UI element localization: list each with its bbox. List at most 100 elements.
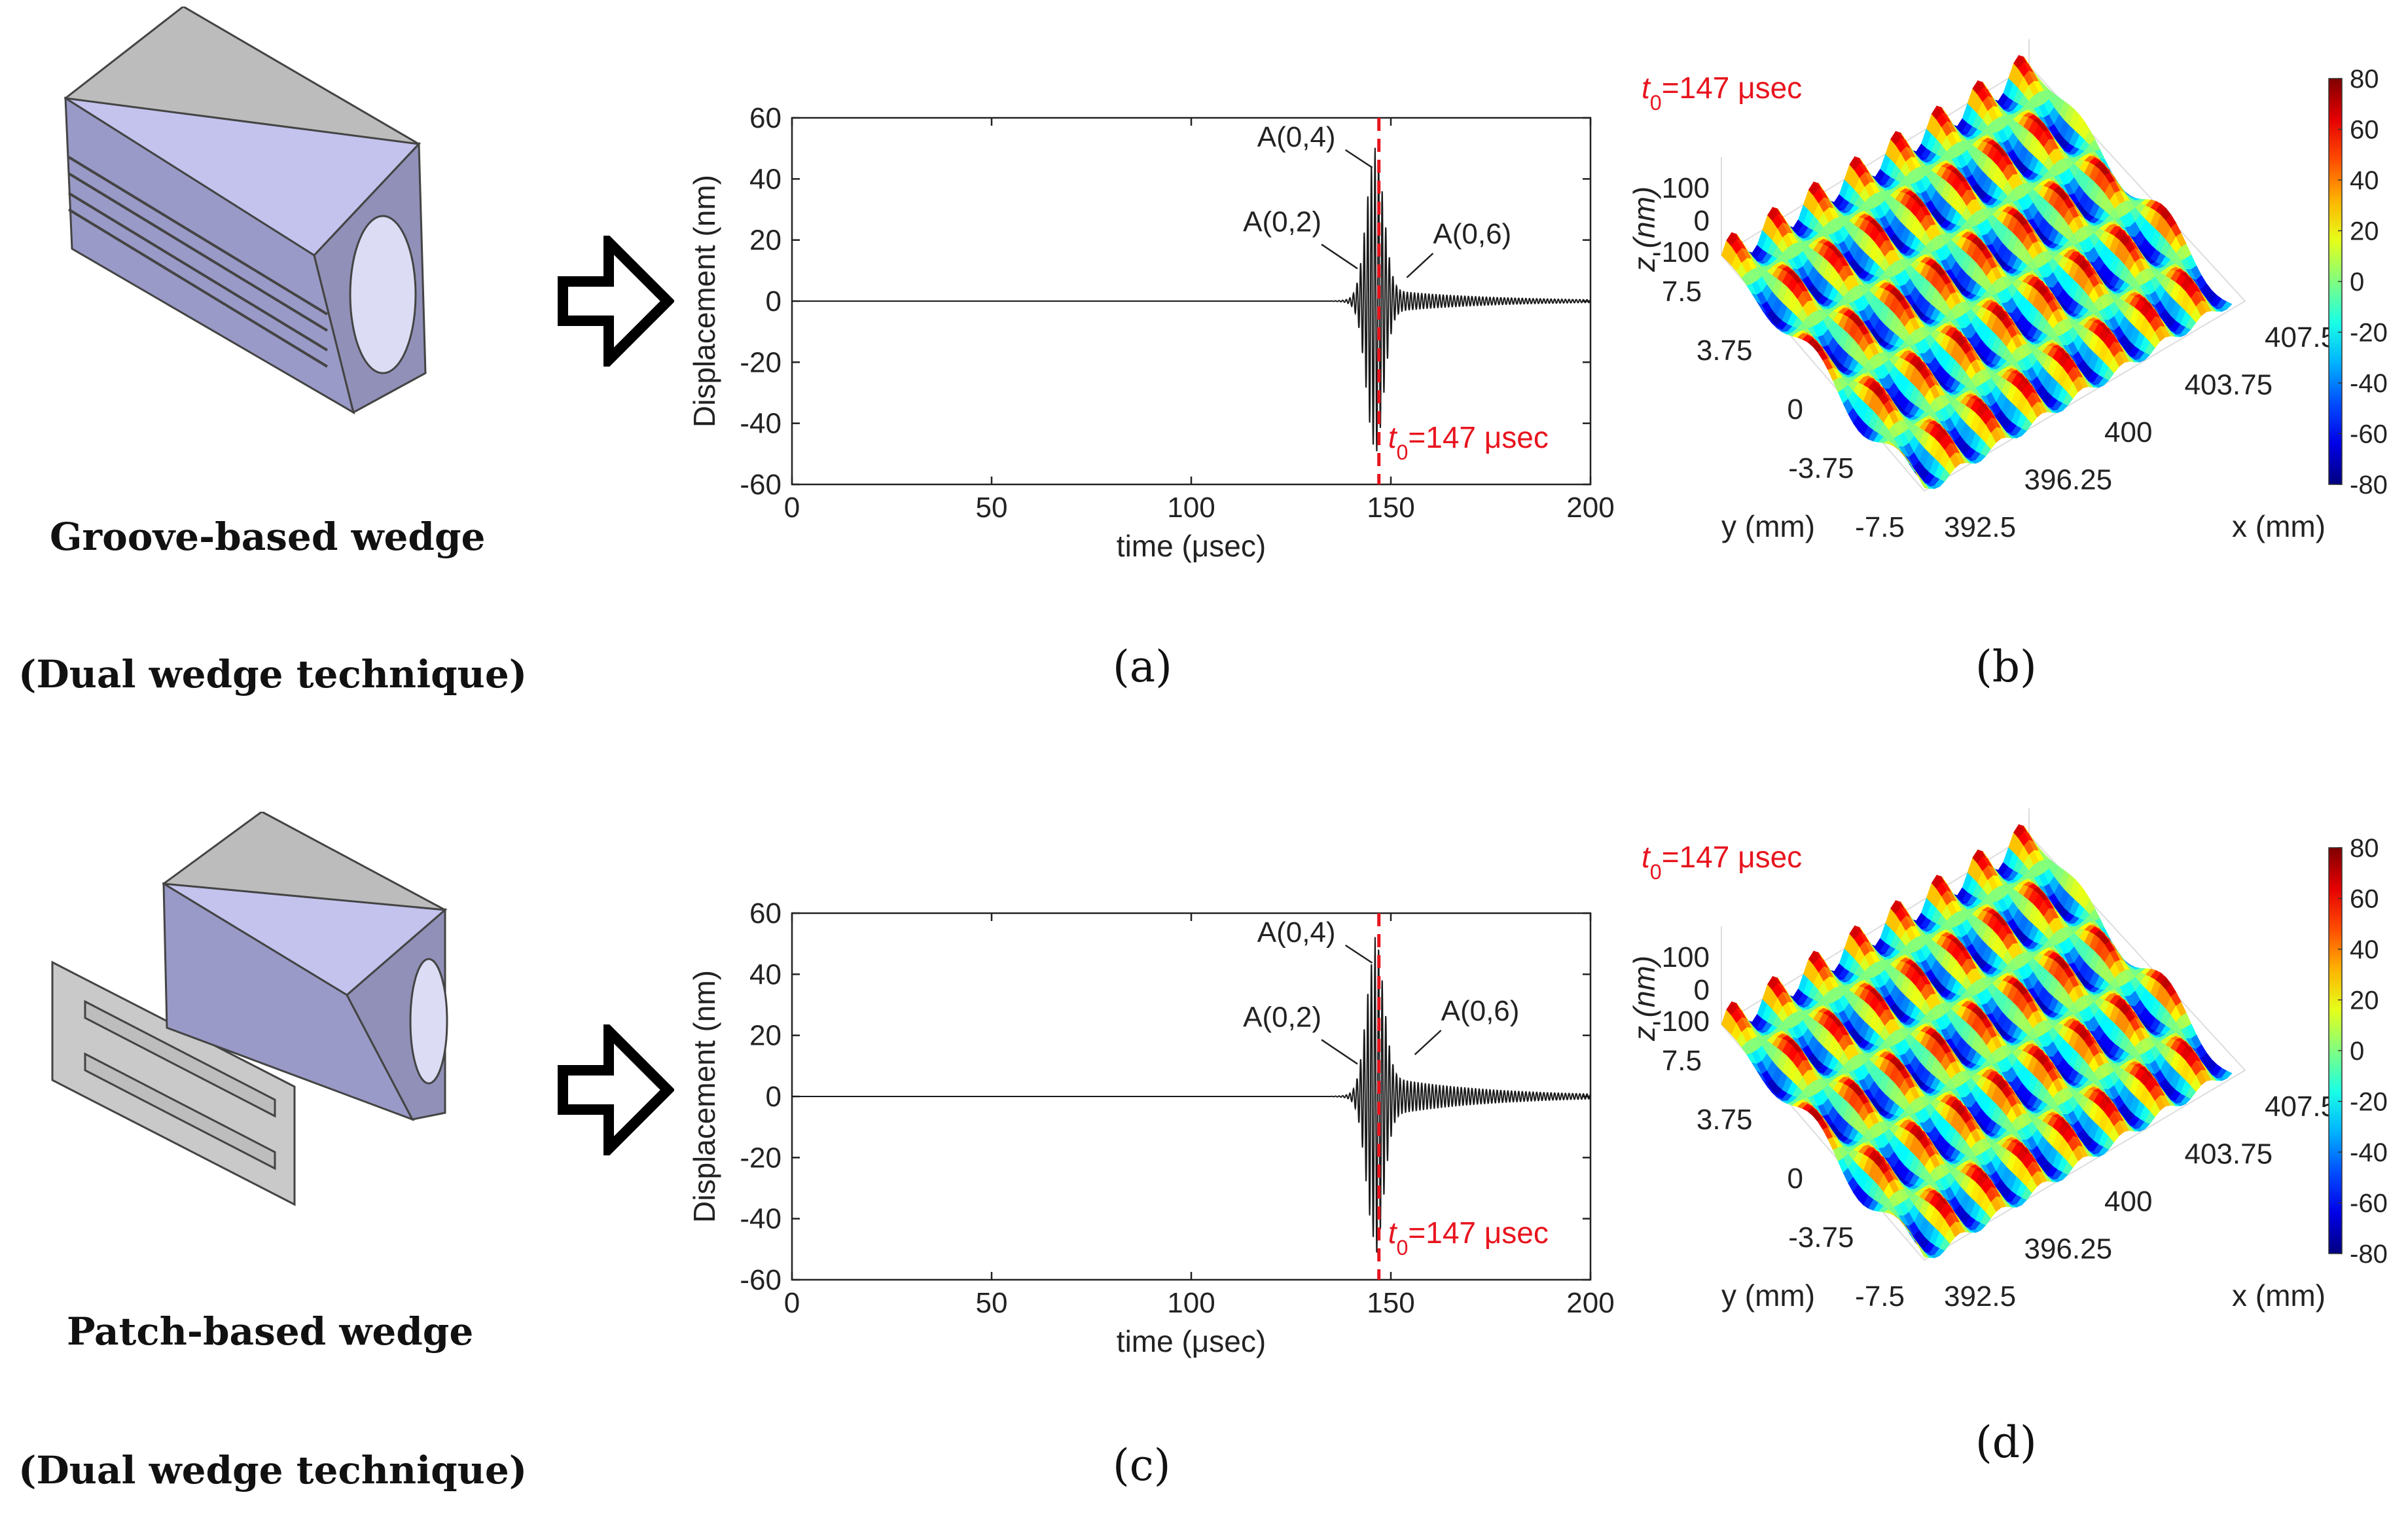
colorbar-tick-label: 40 [2350,166,2379,195]
annotation-label: A(0,6) [1441,995,1520,1027]
y-tick-label: 0 [766,285,782,317]
x-tick-label: 100 [1167,1287,1215,1319]
y-tick-label: 40 [749,163,782,195]
x-tick-label: 50 [976,492,1008,524]
wedge-transducer-hole [409,958,448,1085]
y-tick-label: 0 [766,1081,782,1113]
x-tick-label: 392.5 [1944,1280,2016,1312]
surface-mesh [1721,54,2233,489]
y-tick-label: -20 [740,346,782,378]
x-tick-label: 150 [1367,1287,1414,1319]
y-axis-label: Displacement (nm) [687,175,721,427]
surface-cell [2221,1070,2233,1079]
annotation-label: A(0,4) [1257,916,1336,949]
y-tick-label: -7.5 [1855,1280,1905,1312]
x-tick-label: 403.75 [2185,369,2273,401]
x-tick-label: 0 [784,492,800,524]
x-axis-label: time (μsec) [1117,1324,1266,1358]
annotation-arrow [1344,944,1373,964]
y-tick-label: 60 [749,900,782,930]
x-axis-label: time (μsec) [1117,529,1266,563]
z-tick-label: -100 [1652,236,1710,268]
annotation-label: A(0,2) [1243,1001,1321,1033]
x-tick-label: 200 [1566,1287,1614,1319]
y-tick-label: -60 [740,1264,782,1296]
annotation-label: A(0,2) [1243,206,1321,238]
annotation-arrow [1344,149,1373,169]
surface-mesh [1721,823,2233,1258]
y-tick-label: 3.75 [1697,335,1753,367]
y-axis-label: y (mm) [1721,509,1815,543]
y-axis-label: Displacement (nm) [687,970,721,1223]
groove-line [67,172,329,332]
patch-slot [84,1000,276,1118]
z-tick-label: 100 [1662,172,1710,204]
patch-wedge-drawing [51,812,448,1206]
y-tick-label: 3.75 [1697,1104,1753,1136]
y-tick-label: 40 [749,958,782,990]
annotation-arrow [1414,1030,1442,1055]
colorbar-tick-label: 20 [2350,217,2379,246]
bottom-technique-caption: (Dual wedge technique) [18,1448,528,1493]
z-tick-label: 0 [1694,974,1710,1006]
x-tick-label: 200 [1566,492,1614,524]
y-tick-label: -7.5 [1855,511,1905,543]
colorbar-tick-label: -60 [2350,420,2388,449]
arrow-right-icon [558,236,674,367]
x-tick-label: 400 [2104,416,2152,448]
x-axis-label: x (mm) [2232,509,2326,543]
y-tick-label: -40 [740,408,782,440]
panel-label-a: (a) [1113,642,1172,692]
colorbar-tick-label: -40 [2350,369,2388,398]
groove-line [67,192,329,352]
annotation-label: A(0,4) [1257,121,1336,153]
panel-label-c: (c) [1113,1440,1171,1491]
patch-slot [84,1052,276,1170]
time-marker-label: t0=147 μsec [1388,1216,1549,1259]
colorbar-tick-label: -20 [2350,319,2388,348]
x-tick-label: 403.75 [2185,1138,2273,1170]
y-tick-label: -40 [740,1203,782,1235]
x-tick-label: 150 [1367,492,1414,524]
x-tick-label: 400 [2104,1185,2152,1218]
colorbar-tick-label: -80 [2350,471,2388,499]
colorbar-tick-label: 80 [2350,65,2379,94]
z-tick-label: 100 [1662,941,1710,973]
groove-wedge-drawing [63,7,427,415]
z-axis-label: z (nm) [1627,956,1661,1041]
y-tick-label: 0 [1788,1163,1803,1195]
arrow-right-icon [558,1024,674,1155]
z-axis-label: z (nm) [1627,187,1661,272]
bottom-wedge-caption: Patch-based wedge [67,1309,474,1354]
y-tick-label: 0 [1788,393,1803,425]
top-technique-caption: (Dual wedge technique) [18,652,528,697]
time-marker-label: t0=147 μsec [1388,420,1549,464]
annotation-arrow [1321,1039,1358,1065]
colorbar-tick-label: 60 [2350,116,2379,145]
y-tick-label: -20 [740,1142,782,1174]
x-tick-label: 396.25 [2024,1233,2113,1265]
surface-title: t0=147 μsec [1642,840,1802,884]
y-tick-label: -60 [740,469,782,501]
wedge-transducer-hole [349,215,417,374]
signal-line [792,147,1591,452]
z-tick-label: -100 [1652,1005,1710,1038]
colorbar-tick-label: 0 [2350,268,2364,297]
x-tick-label: 407.5 [2265,321,2337,353]
annotation-arrow [1406,253,1434,278]
y-axis-label: y (mm) [1721,1278,1815,1312]
x-tick-label: 50 [976,1287,1008,1319]
top-wedge-caption: Groove-based wedge [50,515,486,559]
x-tick-label: 0 [784,1287,800,1319]
y-tick-label: 20 [749,225,782,257]
surface-cell [2221,301,2233,310]
x-tick-label: 100 [1167,492,1215,524]
x-tick-label: 392.5 [1944,511,2016,543]
y-tick-label: -3.75 [1788,452,1854,484]
panel-label-b: (b) [1975,642,2037,692]
y-tick-label: 7.5 [1662,1045,1702,1077]
